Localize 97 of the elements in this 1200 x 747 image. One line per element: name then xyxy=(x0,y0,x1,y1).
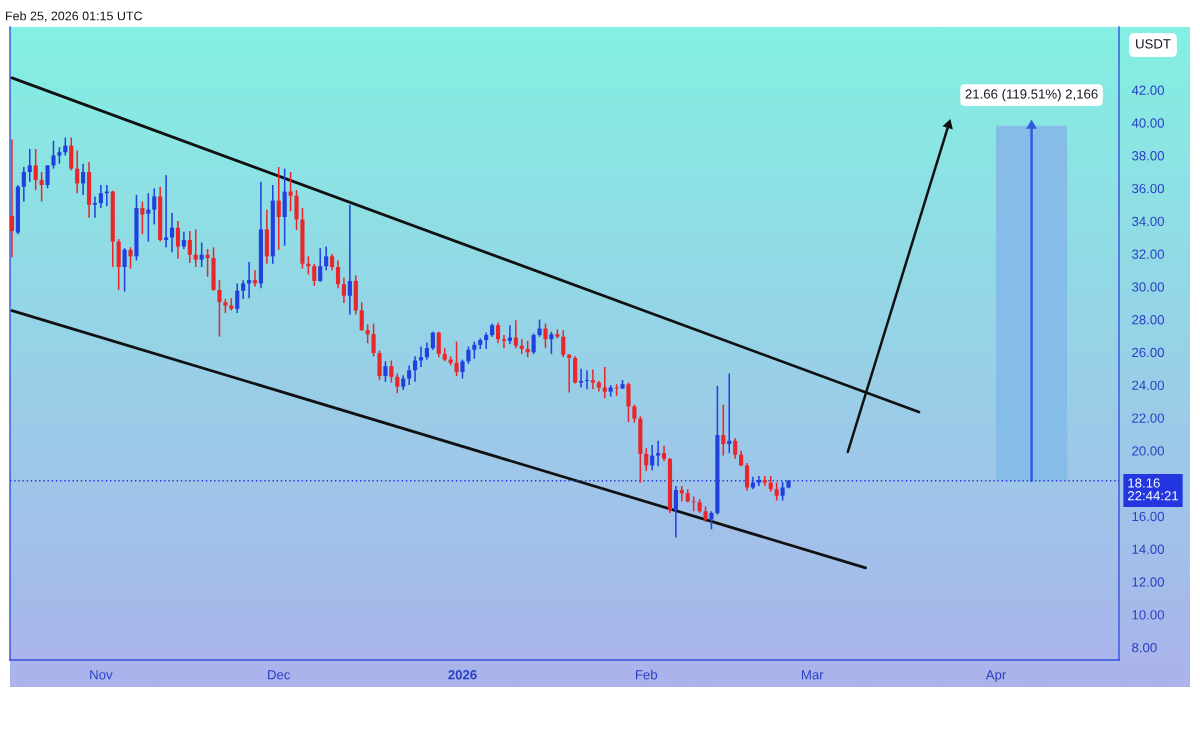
y-tick-label: 40.00 xyxy=(1131,118,1164,128)
text: Feb 25, 2026 01:15 UTC xyxy=(6,11,143,22)
x-tick-label: Nov xyxy=(90,670,113,680)
candlestick xyxy=(98,184,103,209)
candlestick xyxy=(513,319,518,349)
candlestick xyxy=(39,171,44,203)
candlestick xyxy=(33,148,38,191)
y-tick-label: 16.00 xyxy=(1132,511,1164,522)
candlestick xyxy=(235,282,240,314)
ref-line-label: 18.16 22:44:21 xyxy=(1128,478,1179,501)
candlestick xyxy=(21,166,26,203)
candlestick xyxy=(412,355,418,383)
y-tick-label: 14.00 xyxy=(1132,544,1164,554)
data-label: 21.66 (119.51%) 2,166 xyxy=(965,88,1098,102)
candlestick xyxy=(377,349,382,381)
x-tick-label: 2026 xyxy=(448,670,477,680)
candlestick xyxy=(199,241,204,268)
candlestick xyxy=(169,212,175,254)
x-tick-label: Feb xyxy=(635,669,658,680)
candlestick xyxy=(584,369,590,390)
candlestick xyxy=(744,462,750,492)
candlestick xyxy=(365,323,370,345)
candlestick xyxy=(75,149,80,195)
candlestick xyxy=(656,440,661,467)
y-tick-label: 36.00 xyxy=(1132,183,1164,194)
candlestick xyxy=(407,364,412,386)
candlestick xyxy=(549,331,554,355)
candlestick xyxy=(501,334,507,349)
candlestick xyxy=(81,162,86,196)
candlestick xyxy=(460,358,465,380)
candlestick xyxy=(288,171,293,213)
candlestick xyxy=(389,359,394,384)
candlestick xyxy=(335,259,341,290)
candlestick xyxy=(644,447,649,472)
x-tick-label: Mar xyxy=(801,670,824,680)
y-tick-label: 24.00 xyxy=(1132,380,1164,390)
candlestick xyxy=(241,279,246,300)
candlestick xyxy=(45,164,50,190)
candlestick xyxy=(193,228,198,268)
y-tick-label: 26.00 xyxy=(1132,347,1164,358)
candlestick xyxy=(673,485,678,539)
candlestick xyxy=(92,195,98,219)
candlestick xyxy=(51,140,56,170)
candlestick xyxy=(531,332,536,355)
candlestick xyxy=(543,322,548,349)
candlestick xyxy=(602,366,607,399)
candlestick xyxy=(371,322,376,358)
candlestick xyxy=(632,403,637,424)
x-tick-label: Apr xyxy=(985,670,1007,683)
candlestick xyxy=(318,247,323,283)
y-tick-label: 22.00 xyxy=(1132,413,1164,423)
y-tick-label: 38.00 xyxy=(1132,151,1164,161)
y-tick-label: 10.00 xyxy=(1132,610,1164,620)
candlestick xyxy=(312,262,317,287)
candlestick xyxy=(217,279,222,338)
candlestick xyxy=(10,138,15,258)
y-tick-label: 42.00 xyxy=(1131,85,1164,95)
candlestick xyxy=(359,301,364,332)
candlestick xyxy=(324,245,329,272)
candlestick xyxy=(341,276,347,304)
candlestick xyxy=(578,367,584,389)
candlestick xyxy=(146,192,151,243)
y-tick-label: 30.00 xyxy=(1132,282,1164,292)
y-tick-label: 12.00 xyxy=(1132,577,1164,587)
candlestick xyxy=(122,247,127,293)
candlestick xyxy=(590,368,595,390)
candlestick xyxy=(69,136,74,172)
candlestick xyxy=(175,220,181,260)
candlestick xyxy=(152,187,157,226)
y-tick-label: 20.00 xyxy=(1132,446,1164,456)
candlestick xyxy=(721,403,726,457)
y-axis-title: USDT xyxy=(1136,39,1171,49)
candlestick xyxy=(436,331,441,358)
candlestick xyxy=(383,360,388,383)
candlestick xyxy=(276,166,281,251)
y-tick-label: 34.00 xyxy=(1132,216,1164,227)
x-tick-label: Dec xyxy=(268,670,291,680)
candlestick xyxy=(762,475,767,487)
y-tick-label: 28.00 xyxy=(1132,315,1164,325)
candlestick xyxy=(626,381,631,423)
candlestick xyxy=(27,148,32,183)
candlestick xyxy=(561,329,566,358)
candlestick xyxy=(430,331,435,351)
y-tick-label: 8.00 xyxy=(1132,642,1157,653)
candlestick xyxy=(140,200,145,235)
candlestick xyxy=(495,321,501,345)
candlestick xyxy=(128,246,133,270)
candlestick xyxy=(780,481,785,502)
candlestick xyxy=(347,203,352,316)
candlestick xyxy=(454,340,459,377)
candlestick xyxy=(733,437,738,460)
candlestick xyxy=(709,510,714,531)
candlestick xyxy=(395,372,400,395)
candlestick xyxy=(774,481,779,502)
y-tick-label: 32.00 xyxy=(1132,249,1164,259)
candlestick xyxy=(187,230,192,264)
candlestick xyxy=(294,189,299,231)
